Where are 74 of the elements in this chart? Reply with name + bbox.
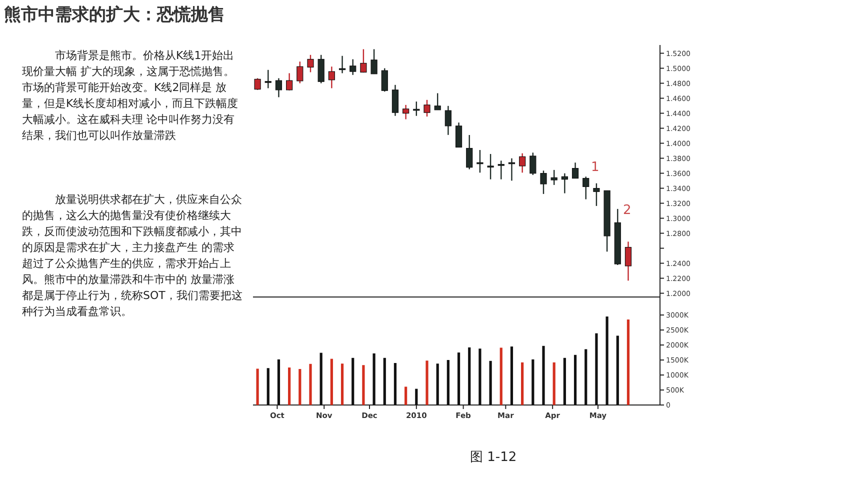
bar xyxy=(256,368,259,405)
bar xyxy=(298,369,302,405)
bar xyxy=(320,352,322,405)
candlestick xyxy=(296,60,304,84)
bar xyxy=(521,362,524,405)
bar xyxy=(489,360,492,405)
bar xyxy=(404,386,408,405)
candlestick xyxy=(561,172,568,194)
bar xyxy=(500,348,502,405)
candlestick xyxy=(370,48,378,74)
candlestick xyxy=(476,149,484,174)
bar xyxy=(478,348,482,405)
candlestick xyxy=(593,182,600,207)
bar xyxy=(340,364,344,405)
bar xyxy=(457,352,460,405)
text: 放量说明供求都在扩大，供应来自公众的抛售，这么大的抛售量没有使价格继续大跌，反而使波动范围和下跌幅度都减小，其中的原因是需求在扩大，主力接盘产生 的需求超过了公众抛售产生的供应，需求开始占上风。熊市中的放量滞跌和牛市中的 放量滞涨都是属于停止行为，统称SOT，我们需要把这种行为当成看盘常识。 xyxy=(22,192,244,320)
bar xyxy=(552,362,556,405)
bar xyxy=(266,368,270,405)
bar xyxy=(288,368,291,405)
bar xyxy=(372,353,376,405)
candlestick xyxy=(307,54,314,73)
candlestick xyxy=(530,152,536,176)
candlestick xyxy=(487,153,494,180)
bar xyxy=(606,316,608,405)
bar xyxy=(542,346,545,405)
bar xyxy=(563,358,566,405)
candlestick xyxy=(360,48,367,74)
candlestick xyxy=(466,134,473,170)
candlestick xyxy=(392,84,399,116)
candlestick xyxy=(572,162,579,179)
bar xyxy=(584,349,588,405)
bar xyxy=(595,333,598,405)
candlestick xyxy=(275,78,282,98)
bar xyxy=(436,364,439,405)
candlestick xyxy=(498,160,504,180)
bar xyxy=(330,358,333,405)
bar xyxy=(574,354,577,405)
caption: 图 1-12 xyxy=(470,449,517,466)
text: 熊市中需求的扩大：恐慌抛售 xyxy=(4,4,225,26)
candlestick xyxy=(550,169,558,186)
candlestick xyxy=(402,104,410,120)
candlestick xyxy=(328,66,335,89)
bar xyxy=(468,347,471,405)
candlestick xyxy=(434,92,441,110)
candlestick xyxy=(350,58,356,76)
bar xyxy=(626,320,630,405)
bar xyxy=(394,363,397,405)
bar xyxy=(426,360,428,405)
bar xyxy=(383,358,386,405)
bar xyxy=(532,359,534,405)
bar xyxy=(352,358,354,405)
annotation: 1 xyxy=(591,160,600,175)
bar xyxy=(446,360,450,405)
annotation: 2 xyxy=(623,203,632,218)
candlestick xyxy=(286,72,293,91)
candlestick xyxy=(381,68,388,92)
candlestick xyxy=(424,99,430,118)
candlestick xyxy=(444,105,452,136)
bar xyxy=(415,388,418,405)
candlestick xyxy=(540,170,547,195)
bar xyxy=(362,365,365,405)
bar xyxy=(277,359,280,405)
candlestick xyxy=(519,152,526,174)
bar xyxy=(510,346,514,405)
candlestick xyxy=(582,176,590,200)
candlestick xyxy=(254,78,261,91)
candlestick xyxy=(264,69,272,89)
bar xyxy=(309,364,312,405)
candlestick xyxy=(455,122,462,148)
candlestick xyxy=(624,241,632,282)
bar xyxy=(616,336,619,405)
candlestick xyxy=(338,55,346,74)
candlestick xyxy=(318,54,324,84)
text: 市场背景是熊市。价格从K线1开始出现价量大幅 扩大的现象，这属于恐慌抛售。市场的背景可能开始改变。K线2同样是 放量，但是K线长度却相对减小，而且下跌幅度大幅减小。这在威科夫理 论中叫作努力没有结果，我们也可以叫作放量滞跌 xyxy=(22,48,240,144)
